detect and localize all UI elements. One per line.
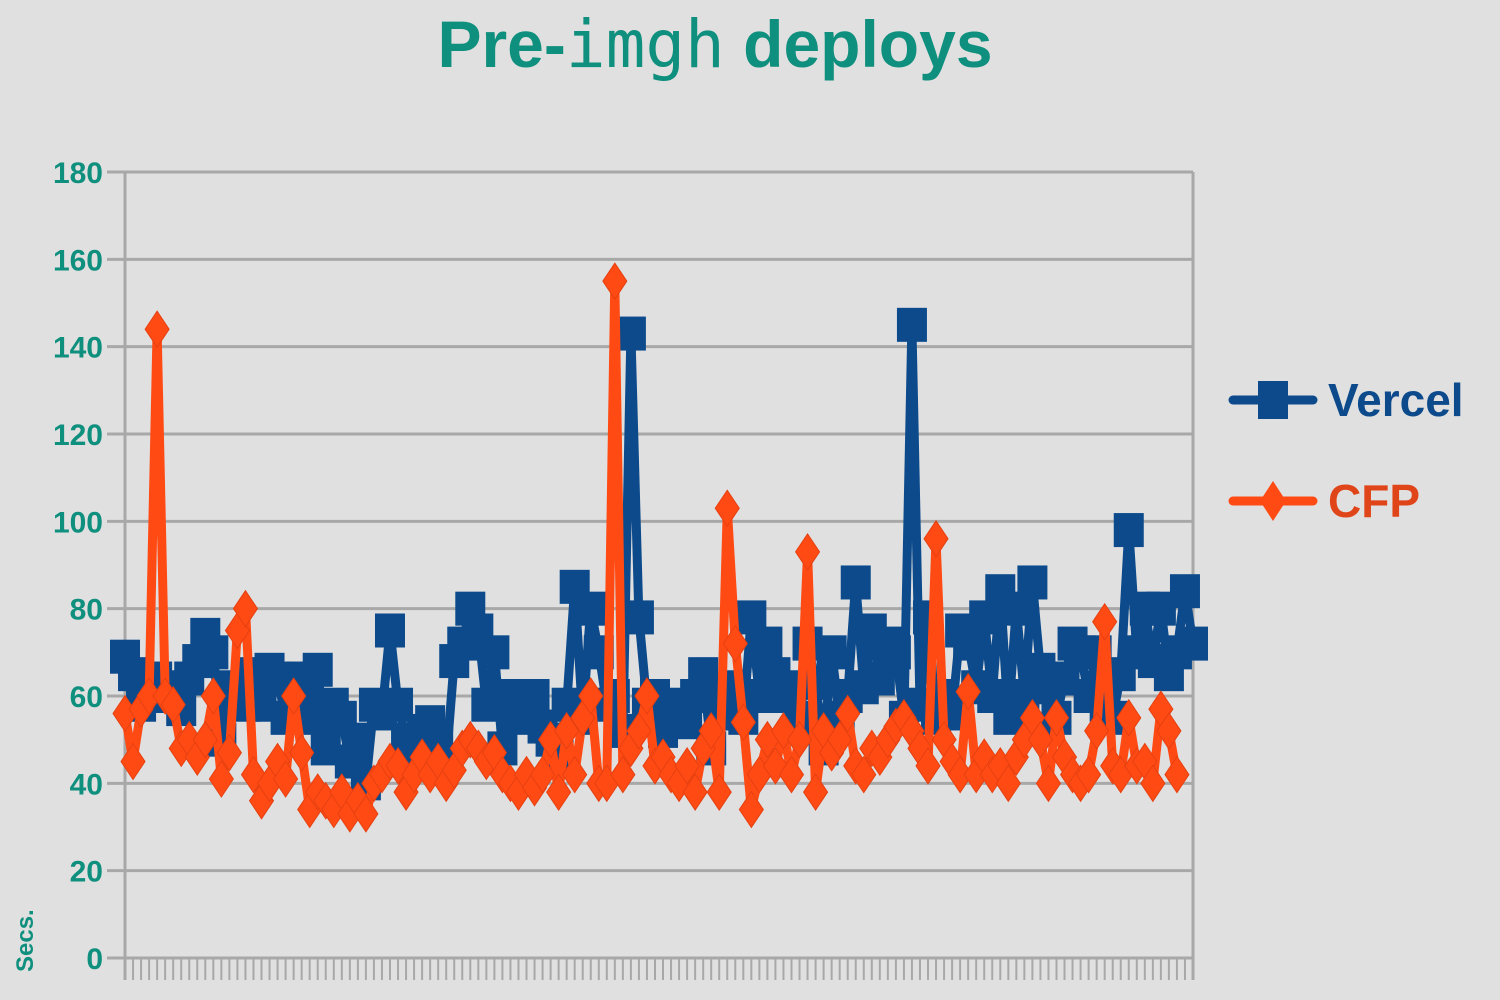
data-point-vercel <box>479 635 510 670</box>
data-point-cfp <box>1092 602 1118 641</box>
legend-label-cfp: CFP <box>1328 475 1420 527</box>
data-point-vercel <box>302 652 333 687</box>
data-point-cfp <box>706 773 732 811</box>
data-point-vercel <box>1113 513 1144 548</box>
data-point-vercel <box>896 307 927 342</box>
data-point-cfp <box>1076 755 1102 794</box>
data-point-vercel <box>840 565 871 600</box>
data-point-vercel <box>1017 565 1048 600</box>
data-point-cfp <box>273 760 299 798</box>
chart-title-suffix: deploys <box>724 7 993 81</box>
data-point-vercel <box>752 626 783 661</box>
data-point-cfp <box>289 733 315 772</box>
data-point-vercel <box>575 591 606 626</box>
data-point-vercel <box>374 613 405 648</box>
y-tick-label-140: 140 <box>53 332 103 365</box>
data-point-cfp <box>955 672 981 711</box>
data-point-cfp <box>120 742 146 781</box>
legend-swatch-marker-cfp <box>1260 481 1286 521</box>
data-point-cfp <box>714 489 740 528</box>
data-point-cfp <box>602 262 628 301</box>
data-point-cfp <box>778 755 805 794</box>
data-point-cfp <box>722 624 748 663</box>
data-point-cfp <box>1035 764 1062 803</box>
data-point-cfp <box>1116 698 1142 737</box>
data-point-cfp <box>1084 712 1110 750</box>
data-point-cfp <box>562 755 588 794</box>
data-point-cfp <box>546 773 572 811</box>
data-point-cfp <box>730 703 756 742</box>
data-point-cfp <box>923 519 949 558</box>
legend-item-cfp: CFP <box>1228 475 1420 527</box>
data-point-cfp <box>610 755 636 794</box>
data-point-cfp <box>144 310 170 349</box>
data-point-cfp <box>786 720 813 759</box>
data-point-vercel <box>880 635 911 670</box>
data-point-cfp <box>160 685 186 724</box>
y-tick-label-80: 80 <box>70 594 103 627</box>
y-tick-labels: 0 20 40 60 80 100 120 140 160 180 <box>53 157 103 976</box>
data-point-vercel <box>1169 574 1200 609</box>
chart-title-code: imgh <box>565 6 725 83</box>
data-point-cfp <box>1140 764 1166 803</box>
legend: Vercel CFP <box>1228 374 1464 527</box>
x-tick-marks <box>124 958 1194 980</box>
y-axis-title: Secs. <box>12 909 39 972</box>
y-tick-label-0: 0 <box>86 943 103 976</box>
data-point-cfp <box>698 712 724 750</box>
data-point-cfp <box>281 677 307 715</box>
legend-label-vercel: Vercel <box>1328 374 1464 426</box>
data-point-cfp <box>1027 720 1054 759</box>
data-point-cfp <box>827 720 853 759</box>
chart-title: Pre-imgh deploys <box>0 6 1430 83</box>
data-point-cfp <box>802 773 829 811</box>
data-point-cfp <box>353 794 379 833</box>
y-tick-label-120: 120 <box>53 419 103 452</box>
data-point-cfp <box>626 712 652 750</box>
data-point-vercel <box>816 635 847 670</box>
legend-item-vercel: Vercel <box>1228 374 1464 426</box>
legend-swatch-marker-vercel <box>1258 381 1288 419</box>
data-point-cfp <box>208 760 234 798</box>
y-tick-label-160: 160 <box>53 244 103 277</box>
data-point-cfp <box>1156 712 1182 750</box>
data-point-cfp <box>851 755 877 794</box>
data-point-vercel <box>519 679 550 713</box>
data-point-cfp <box>738 790 764 829</box>
data-point-cfp <box>634 677 660 715</box>
data-point-vercel <box>623 600 654 635</box>
y-tick-label-180: 180 <box>53 157 103 190</box>
y-tick-label-60: 60 <box>70 681 103 714</box>
data-point-cfp <box>674 746 700 785</box>
data-point-cfp <box>915 746 941 785</box>
y-tick-label-100: 100 <box>53 506 103 539</box>
data-point-cfp <box>1043 698 1070 737</box>
data-point-cfp <box>554 712 580 750</box>
gridlines <box>107 170 1193 960</box>
data-point-cfp <box>232 589 259 628</box>
data-point-cfp <box>216 733 242 772</box>
series-layer <box>110 262 1208 833</box>
data-point-cfp <box>682 773 708 811</box>
y-tick-label-20: 20 <box>70 856 103 889</box>
series-cfp <box>112 262 1190 833</box>
data-point-cfp <box>529 755 556 794</box>
data-point-vercel <box>615 316 646 351</box>
data-point-vercel <box>1178 626 1208 661</box>
data-point-cfp <box>200 677 226 715</box>
data-point-cfp <box>192 720 218 759</box>
data-point-cfp <box>835 694 861 733</box>
y-tick-label-40: 40 <box>70 768 103 801</box>
chart-title-prefix: Pre- <box>437 7 566 81</box>
data-point-cfp <box>578 677 604 715</box>
data-point-cfp <box>794 532 821 571</box>
data-point-cfp <box>995 764 1021 803</box>
data-point-vercel <box>198 635 229 670</box>
data-point-cfp <box>1164 755 1190 794</box>
